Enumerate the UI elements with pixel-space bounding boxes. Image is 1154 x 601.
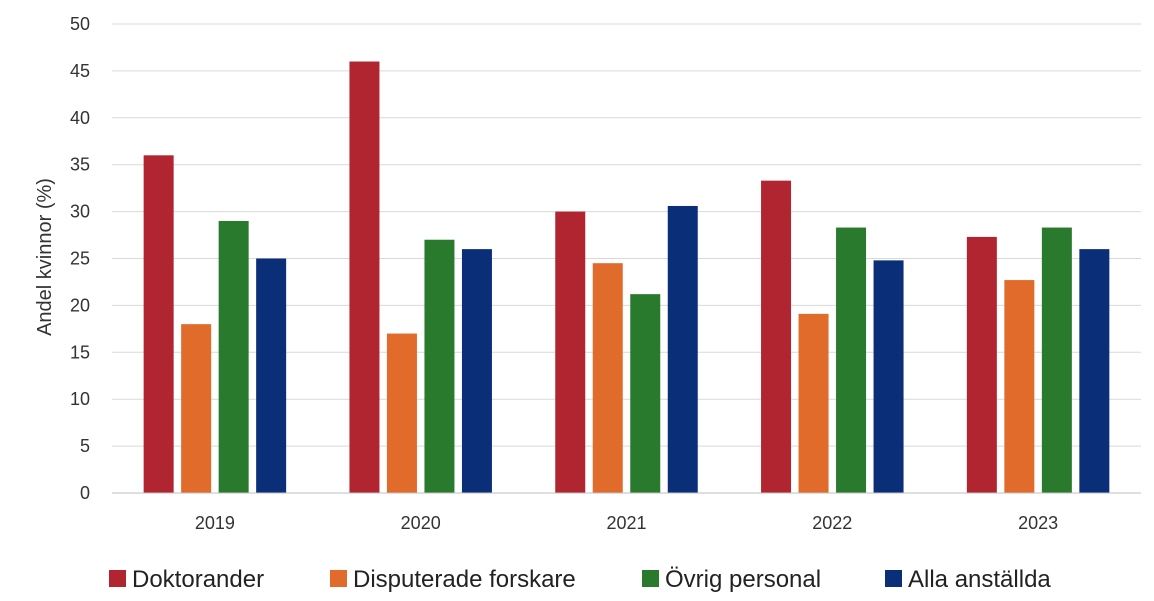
bar-2019-3	[256, 258, 287, 493]
x-tick-label: 2022	[812, 513, 852, 533]
bar-2020-0	[349, 61, 380, 494]
bar-2019-1	[181, 324, 212, 493]
bar-2021-1	[592, 263, 623, 493]
legend-swatch	[109, 570, 126, 587]
legend-label: Doktorander	[132, 566, 264, 593]
legend-label: Övrig personal	[665, 566, 821, 593]
bar-2022-3	[873, 260, 904, 493]
bar-2023-3	[1079, 249, 1110, 493]
bar-2019-0	[143, 155, 174, 493]
y-axis-title: Andel kvinnor (%)	[34, 178, 56, 336]
bar-2021-0	[555, 211, 586, 493]
legend-swatch	[885, 570, 902, 587]
bar-2020-2	[424, 239, 455, 493]
x-tick-label: 2019	[195, 513, 235, 533]
y-tick-label: 40	[70, 108, 90, 128]
y-tick-label: 30	[70, 202, 90, 222]
y-tick-label: 45	[70, 61, 90, 81]
bars	[143, 61, 1110, 494]
bar-2023-0	[966, 236, 997, 493]
bar-2023-2	[1041, 227, 1072, 493]
y-tick-label: 10	[70, 389, 90, 409]
legend-label: Disputerade forskare	[353, 566, 576, 593]
bar-2022-1	[798, 313, 829, 493]
x-tick-label: 2021	[606, 513, 646, 533]
legend-swatch	[330, 570, 347, 587]
legend-swatch	[642, 570, 659, 587]
legend: Doktorander Disputerade forskare Övrig per…	[109, 566, 1051, 593]
y-tick-label: 50	[70, 14, 90, 34]
y-tick-label: 20	[70, 295, 90, 315]
bar-2020-3	[461, 249, 492, 493]
x-tick-label: 2020	[401, 513, 441, 533]
x-tick-label: 2023	[1018, 513, 1058, 533]
y-axis-ticks: 0 5 10 15 20 25 30 35 40 45 50	[70, 14, 90, 503]
bar-2021-3	[667, 205, 698, 494]
y-tick-label: 35	[70, 155, 90, 175]
legend-label: Alla anställda	[908, 566, 1051, 593]
bar-2021-2	[630, 294, 661, 493]
y-tick-label: 25	[70, 249, 90, 269]
bar-2022-0	[761, 180, 792, 493]
y-tick-label: 5	[80, 436, 90, 456]
y-tick-label: 0	[80, 483, 90, 503]
x-axis-ticks: 2019 2020 2021 2022 2023	[195, 513, 1058, 533]
y-tick-label: 15	[70, 342, 90, 362]
bar-2019-2	[218, 220, 249, 494]
bar-2023-1	[1004, 280, 1035, 493]
bar-2020-1	[386, 333, 417, 493]
bar-2022-2	[836, 227, 867, 493]
